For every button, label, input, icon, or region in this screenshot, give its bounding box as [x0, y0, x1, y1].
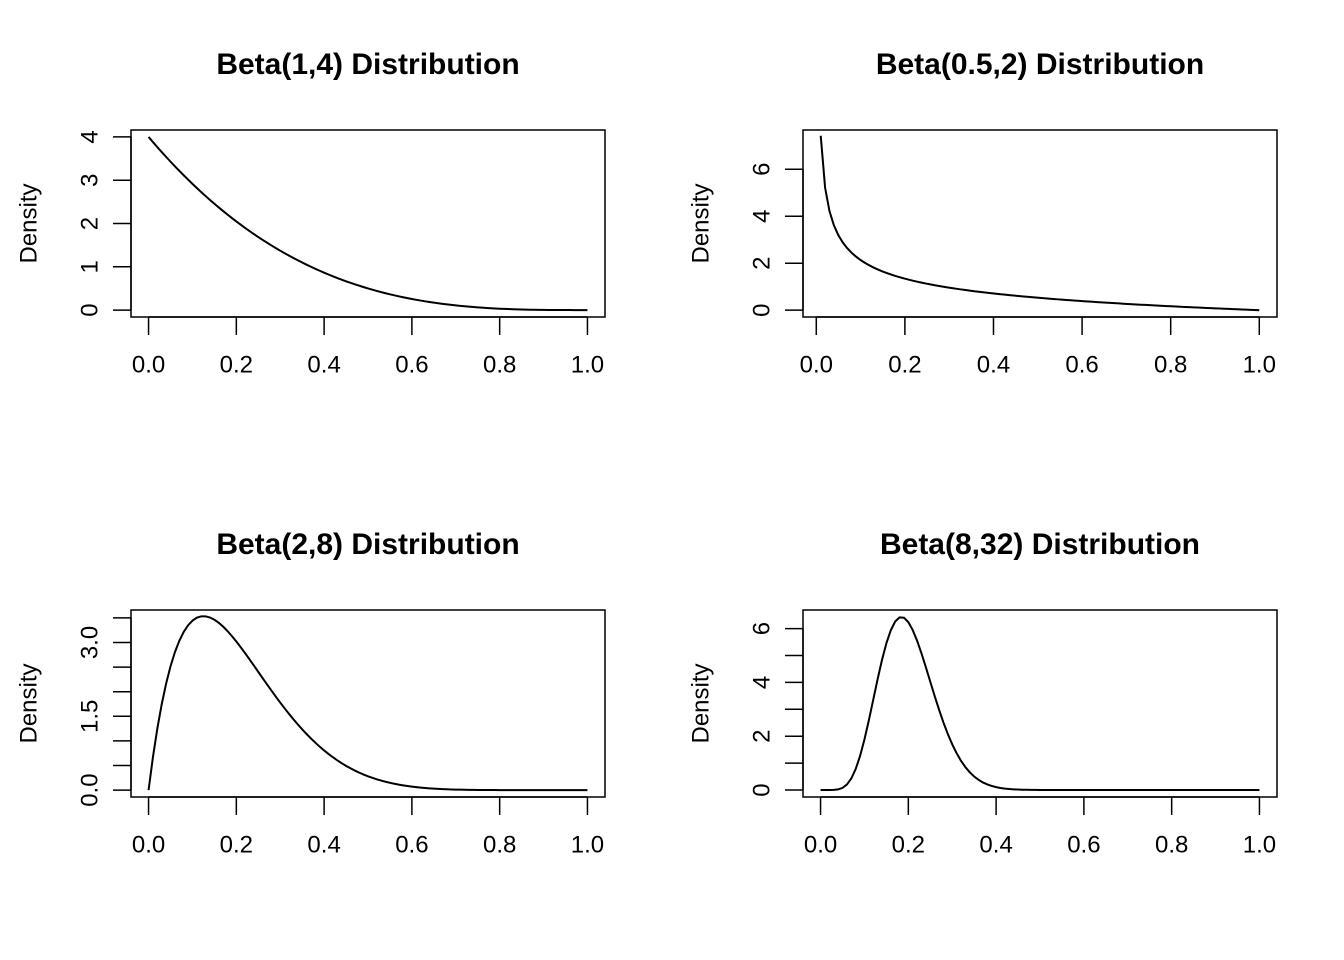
y-tick-label: 3.0: [76, 626, 103, 659]
y-tick-label: 4: [76, 130, 103, 143]
x-tick-label: 0.2: [220, 831, 253, 858]
y-tick-label: 1: [76, 260, 103, 273]
y-tick-label: 6: [748, 622, 775, 635]
chart-panel-1: Beta(1,4) Distribution 0.0 0.2 0.4 0.6 0.8 1.0…: [15, 48, 606, 378]
density-curve: [819, 135, 1260, 312]
density-curve: [147, 136, 588, 312]
x-tick-label: 0.0: [800, 351, 833, 378]
x-tick-label: 0.4: [307, 351, 340, 378]
y-tick-label: 0: [76, 303, 103, 316]
x-tick-label: 0.2: [888, 351, 921, 378]
y-axis-label: Density: [15, 183, 42, 263]
y-tick-label: 6: [748, 163, 775, 176]
y-axis-label: Density: [15, 663, 42, 743]
y-tick-label: 2: [76, 217, 103, 230]
x-tick-label: 0.6: [1067, 831, 1100, 858]
chart-title: Beta(8,32) Distribution: [880, 528, 1200, 561]
x-tick-label: 0.8: [483, 831, 516, 858]
y-axis-label: Density: [687, 183, 714, 263]
x-tick-label: 1.0: [1243, 351, 1276, 378]
x-tick-label: 0.2: [892, 831, 925, 858]
plot-frame: [802, 609, 1278, 798]
plot-frame: [130, 609, 606, 798]
x-tick-label: 0.6: [1065, 351, 1098, 378]
y-tick-label: 3: [76, 174, 103, 187]
chart-title: Beta(2,8) Distribution: [216, 528, 519, 561]
y-tick-label: 0: [748, 304, 775, 317]
density-curve: [147, 615, 588, 792]
x-tick-label: 0.4: [977, 351, 1010, 378]
x-tick-label: 1.0: [571, 831, 604, 858]
x-tick-label: 0.8: [1154, 351, 1187, 378]
y-tick-label: 4: [748, 676, 775, 689]
x-tick-label: 0.2: [220, 351, 253, 378]
y-axis-label: Density: [687, 663, 714, 743]
y-tick-label: 0.0: [76, 773, 103, 806]
chart-panel-2: Beta(0.5,2) Distribution 0.0 0.2 0.4 0.6 0.8 1…: [687, 48, 1278, 378]
x-tick-label: 0.8: [483, 351, 516, 378]
y-tick-label: 1.5: [76, 700, 103, 733]
y-tick-label: 4: [748, 210, 775, 223]
chart-panel-3: Beta(2,8) Distribution 0.0 0.2 0.4 0.6 0.8 1.0…: [15, 528, 606, 858]
x-tick-label: 0.0: [804, 831, 837, 858]
plot-frame: [802, 129, 1278, 318]
x-tick-label: 0.0: [132, 351, 165, 378]
x-tick-label: 0.4: [307, 831, 340, 858]
x-tick-label: 1.0: [571, 351, 604, 378]
y-tick-label: 2: [748, 730, 775, 743]
x-tick-label: 0.4: [979, 831, 1012, 858]
x-tick-label: 1.0: [1243, 831, 1276, 858]
x-tick-label: 0.6: [395, 831, 428, 858]
x-tick-label: 0.6: [395, 351, 428, 378]
density-curve: [820, 616, 1260, 791]
y-tick-label: 0: [748, 783, 775, 796]
chart-title: Beta(1,4) Distribution: [216, 48, 519, 81]
chart-title: Beta(0.5,2) Distribution: [876, 48, 1204, 81]
y-tick-label: 2: [748, 257, 775, 270]
x-tick-label: 0.8: [1155, 831, 1188, 858]
x-tick-label: 0.0: [132, 831, 165, 858]
chart-panel-4: Beta(8,32) Distribution 0.0 0.2 0.4 0.6 0.8 1.…: [687, 528, 1278, 858]
